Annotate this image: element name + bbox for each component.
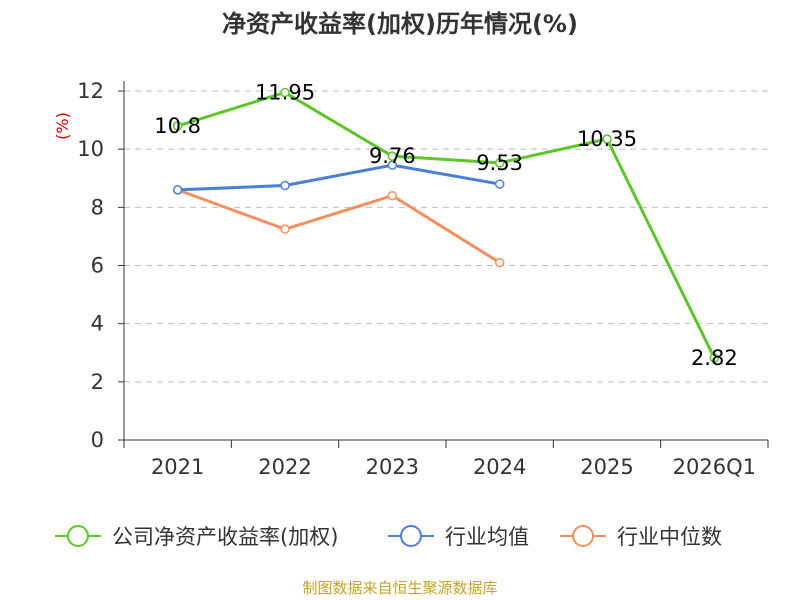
series-line — [177, 163, 500, 192]
data-point — [494, 179, 505, 189]
legend-marker — [572, 525, 594, 547]
x-tick-label: 2025 — [580, 455, 633, 479]
data-point — [387, 190, 398, 201]
y-tick-label: 4 — [91, 312, 104, 336]
data-labels: 10.8 11.95 9.76 9.53 10.35 2.82 — [154, 80, 737, 370]
series-layer — [172, 87, 720, 363]
data-point — [709, 353, 720, 363]
data-label: 2.82 — [691, 346, 738, 370]
x-tick-label: 2022 — [258, 455, 311, 479]
data-point — [280, 87, 290, 98]
y-tick-label: 0 — [91, 428, 104, 452]
x-tick-label: 2021 — [151, 455, 204, 479]
data-point — [494, 158, 505, 168]
data-point — [280, 224, 290, 234]
data-point — [602, 134, 612, 144]
x-tick-label: 2026Q1 — [673, 455, 756, 479]
data-label: 11.95 — [255, 80, 315, 104]
legend-label: 行业均值 — [445, 525, 529, 549]
legend-marker — [400, 525, 422, 547]
data-label: 9.76 — [369, 144, 416, 168]
data-point — [172, 121, 183, 131]
axes: 0 2 4 6 8 10 12 2021 2022 2023 2024 2025 2026Q1 — [77, 79, 769, 479]
data-point — [387, 151, 398, 161]
data-point — [280, 180, 290, 191]
legend-marker — [67, 525, 89, 547]
y-tick-label: 12 — [77, 79, 104, 103]
data-label: 9.53 — [476, 151, 523, 175]
x-tick-label: 2024 — [473, 455, 526, 479]
y-tick-label: 10 — [77, 137, 104, 161]
source-note: 制图数据来自恒生聚源数据库 — [302, 579, 497, 597]
legend[interactable]: 公司净资产收益率(加权) 行业均值 行业中位数 — [55, 525, 722, 549]
data-label: 10.35 — [577, 127, 637, 151]
series-line — [177, 90, 716, 359]
grid-lines — [124, 90, 768, 383]
x-tick-label: 2023 — [366, 455, 419, 479]
y-tick-label: 6 — [91, 254, 104, 278]
chart-title: 净资产收益率(加权)历年情况(%) — [222, 10, 578, 38]
data-point — [387, 160, 398, 170]
y-tick-label: 2 — [91, 370, 104, 394]
legend-label: 行业中位数 — [617, 525, 722, 549]
data-label: 10.8 — [154, 114, 201, 138]
data-point — [172, 185, 183, 195]
data-point — [494, 257, 505, 268]
y-axis-unit: (%) — [53, 112, 72, 140]
series-line — [177, 188, 501, 264]
y-tick-label: 8 — [91, 195, 104, 219]
legend-label: 公司净资产收益率(加权) — [112, 525, 338, 549]
